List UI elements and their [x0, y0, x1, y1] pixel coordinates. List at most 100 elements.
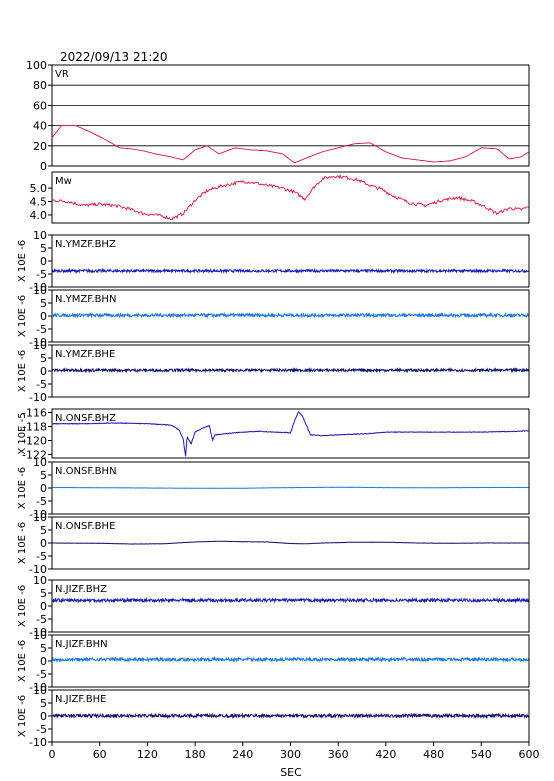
y-tick-label: 5	[40, 297, 47, 310]
unit-label: X 10E -6	[17, 522, 28, 564]
y-tick-label: -5	[36, 268, 47, 281]
x-tick-label: 540	[471, 748, 492, 761]
panel-label: N.YMZF.BHZ	[55, 239, 116, 250]
y-tick-label: 0	[40, 482, 47, 495]
unit-label: X 10E -6	[17, 640, 28, 682]
x-axis: 0 60 120 180 240 300 360 420 480 540 600	[49, 742, 540, 761]
y-tick-label: -10	[29, 563, 47, 576]
series-line	[51, 596, 529, 604]
y-tick-label: -116	[22, 407, 47, 420]
y-tick-label: -122	[22, 449, 47, 462]
y-tick-label: 5	[40, 352, 47, 365]
y-tick-label: 0	[40, 600, 47, 613]
panel-label: N.ONSF.BHZ	[55, 413, 116, 424]
panel-n-jizf-bhn: 10 50-5-10X 10E -6 N.JIZF.BHN	[17, 629, 530, 694]
x-tick-label: 0	[49, 748, 56, 761]
y-tick-label: -10	[29, 508, 47, 521]
series-line	[51, 267, 529, 275]
panel-label: N.JIZF.BHN	[55, 639, 108, 650]
y-tick-label: 10	[33, 284, 47, 297]
series-line	[51, 173, 530, 221]
series-line	[51, 712, 529, 720]
x-tick-label: 480	[423, 748, 444, 761]
unit-label: X 10E -6	[17, 695, 28, 737]
x-tick-label: 300	[280, 748, 301, 761]
x-axis-label: SEC	[280, 766, 302, 779]
y-tick-label: 0	[40, 310, 47, 323]
panel-label: N.JIZF.BHZ	[55, 584, 107, 595]
x-tick-label: 120	[137, 748, 158, 761]
unit-label: X 10E -5	[17, 412, 28, 454]
y-tick-label: -120	[22, 435, 47, 448]
y-tick-label: 5	[40, 469, 47, 482]
panel-label: VR	[55, 69, 69, 80]
y-tick-label: 10	[33, 574, 47, 587]
y-tick-label: -5	[36, 323, 47, 336]
y-tick-label: 5	[40, 642, 47, 655]
y-tick-label: 10	[33, 339, 47, 352]
y-tick-label: 0	[40, 160, 47, 173]
y-tick-label: 0	[40, 710, 47, 723]
panel-label: N.ONSF.BHE	[55, 521, 115, 532]
y-tick-label: 5	[40, 524, 47, 537]
y-tick-label: 0	[40, 365, 47, 378]
y-tick-label: 10	[33, 229, 47, 242]
y-tick-label: 0	[40, 255, 47, 268]
y-tick-label: -5	[36, 668, 47, 681]
figure-title: 2022/09/13 21:20	[60, 50, 168, 64]
series-line	[51, 311, 529, 319]
y-tick-label: -5	[36, 495, 47, 508]
y-tick-label: 10	[33, 511, 47, 524]
panel-frame	[51, 171, 530, 224]
y-tick-label: -10	[29, 391, 47, 404]
y-tick-label: 5	[40, 697, 47, 710]
y-tick-label: 5	[40, 242, 47, 255]
y-tick-label: -10	[29, 681, 47, 694]
unit-label: X 10E -6	[17, 350, 28, 392]
y-tick-label: 5	[40, 587, 47, 600]
panel-frame	[51, 579, 530, 633]
series-line	[51, 540, 529, 545]
x-tick-label: 600	[519, 748, 540, 761]
y-tick-label: 5.0	[30, 182, 48, 195]
y-tick-label: -10	[29, 736, 47, 749]
series-line	[51, 367, 529, 374]
unit-label: X 10E -6	[17, 467, 28, 509]
y-tick-label: 10	[33, 684, 47, 697]
panel-label: N.ONSF.BHN	[55, 466, 117, 477]
series-line	[51, 411, 529, 457]
unit-label: X 10E -6	[17, 585, 28, 627]
panel-label: Mw	[55, 176, 72, 187]
x-tick-label: 180	[185, 748, 206, 761]
panel-vr: 100 80 60 40 20 0 VR	[26, 59, 530, 173]
y-tick-label: 0	[40, 655, 47, 668]
y-tick-label: -5	[36, 723, 47, 736]
series-line	[52, 486, 529, 489]
y-tick-label: 4.5	[30, 196, 48, 209]
panel-label: N.JIZF.BHE	[55, 694, 106, 705]
panel-frame	[51, 234, 530, 288]
y-tick-label: -118	[22, 421, 47, 434]
y-tick-label: -10	[29, 281, 47, 294]
y-tick-label: 40	[33, 120, 47, 133]
x-tick-label: 420	[375, 748, 396, 761]
y-tick-label: 20	[33, 140, 47, 153]
panel-label: N.YMZF.BHN	[55, 294, 116, 305]
panel-frame	[51, 634, 530, 688]
y-tick-label: 0	[40, 537, 47, 550]
y-tick-label: -5	[36, 550, 47, 563]
panel-label: N.YMZF.BHE	[55, 349, 115, 360]
panel-mw: 5.04.54.0 Mw	[30, 171, 530, 224]
y-tick-label: 80	[33, 79, 47, 92]
y-tick-label: 100	[26, 59, 47, 72]
y-tick-label: 10	[33, 456, 47, 469]
x-tick-label: 60	[93, 748, 107, 761]
